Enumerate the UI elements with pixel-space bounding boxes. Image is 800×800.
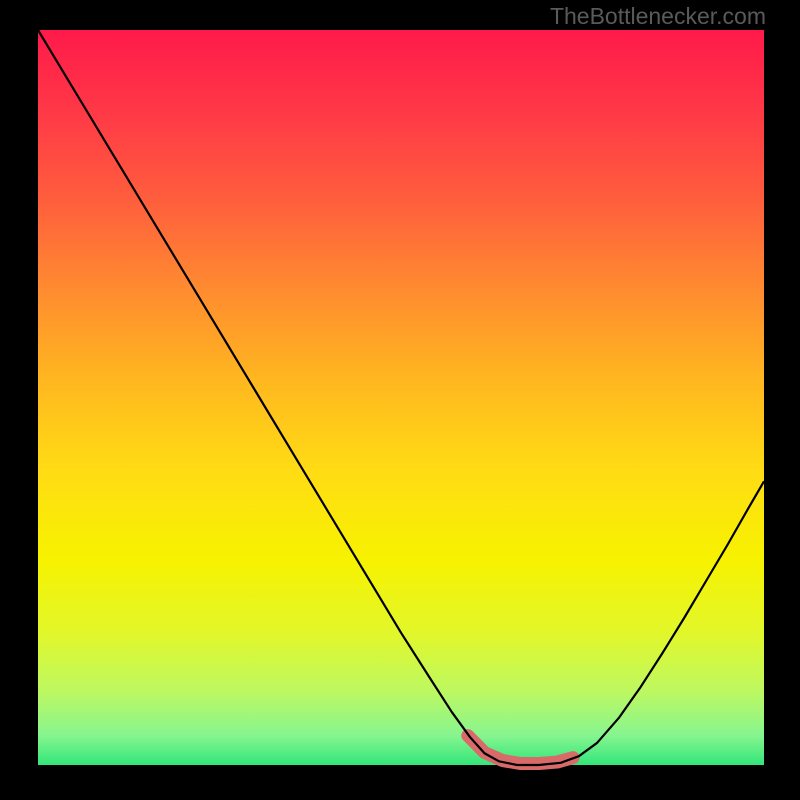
watermark-text: TheBottlenecker.com	[550, 3, 766, 30]
bottleneck-curve	[38, 30, 764, 765]
plot-area	[38, 30, 764, 765]
highlight-segment	[468, 736, 573, 764]
chart-canvas: TheBottlenecker.com	[0, 0, 800, 800]
curve-layer	[38, 30, 764, 765]
